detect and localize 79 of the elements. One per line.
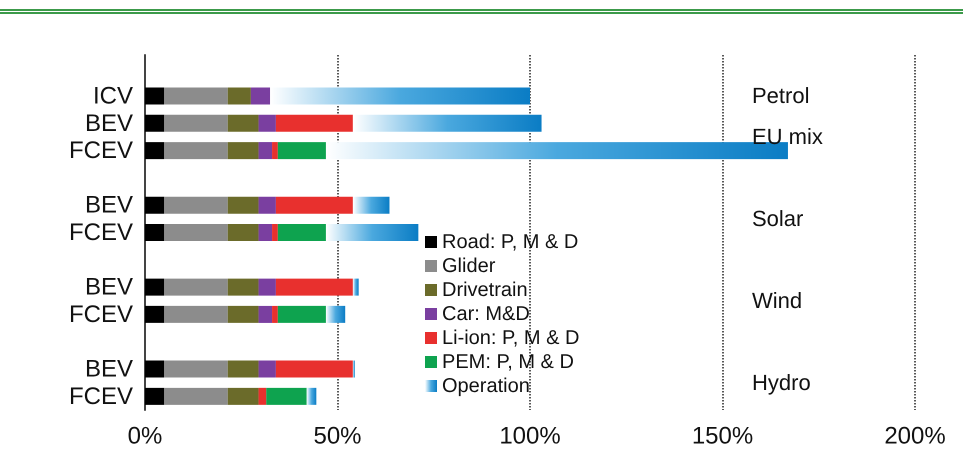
bar [258,224,272,241]
bar [145,196,164,214]
bar [272,224,278,241]
annotation: Wind [752,288,802,314]
bar [258,142,272,160]
legend-label: Operation [442,375,530,397]
annotation: Petrol [752,82,810,109]
x-tick-label: 0% [128,422,162,450]
y-tick-label: BEV [84,110,133,137]
y-tick-label: ICV [92,82,133,110]
bar [145,87,164,104]
bar [164,224,228,241]
bar [145,306,164,323]
y-tick-label: BEV [84,274,133,301]
bar [228,196,259,214]
bar [228,388,259,405]
x-tick-label: 100% [499,422,561,450]
bar [352,278,359,296]
legend-label: Glider [442,255,496,277]
y-tick-label: FCEV [68,219,133,246]
bar [276,114,353,132]
bar [276,278,353,296]
bar [164,388,228,405]
legend-label: Car: M&D [442,303,530,325]
bar [145,360,164,378]
bar [258,278,276,296]
legend-label: Li-ion: P, M & D [442,327,580,349]
annotation: Solar [752,206,804,232]
bar [270,87,530,104]
bar [228,224,259,241]
x-tick-label: 200% [884,422,946,450]
bar [145,388,164,405]
bar [228,360,259,378]
y-tick-label: BEV [84,192,133,219]
bar [352,114,542,132]
bar [352,196,390,214]
bar [276,196,353,214]
bar [258,196,276,214]
annotation: Hydro [752,370,811,396]
bar [258,360,276,378]
bar [228,114,259,132]
x-tick-label: 50% [313,422,362,450]
bar [164,306,228,323]
bar [258,114,276,132]
bar [278,142,326,160]
bar [164,142,228,160]
bar [272,306,278,323]
bar [164,278,228,296]
bar [326,224,418,241]
bar [276,360,353,378]
bar [164,360,228,378]
bar [228,278,259,296]
bar [145,224,164,241]
bar [228,142,259,160]
bar [164,196,228,214]
bar [306,388,316,405]
legend-label: Drivetrain [442,279,528,301]
bar [266,388,307,405]
bar [258,306,272,323]
bar [145,278,164,296]
y-tick-label: FCEV [68,382,133,410]
bar [145,142,164,160]
bar [228,306,259,323]
bar [278,224,326,241]
x-tick-label: 150% [692,422,754,450]
bar [164,114,228,132]
legend-label: PEM: P, M & D [442,351,574,373]
bar [272,142,278,160]
bar [145,114,164,132]
legend-label: Road: P, M & D [442,231,578,253]
bar [250,87,270,104]
bar [326,306,346,323]
y-tick-label: FCEV [68,137,133,164]
bar [258,388,266,405]
bar [278,306,326,323]
bar [228,87,251,104]
y-tick-label: BEV [84,356,133,383]
y-tick-label: FCEV [68,300,133,328]
bar [164,87,228,104]
